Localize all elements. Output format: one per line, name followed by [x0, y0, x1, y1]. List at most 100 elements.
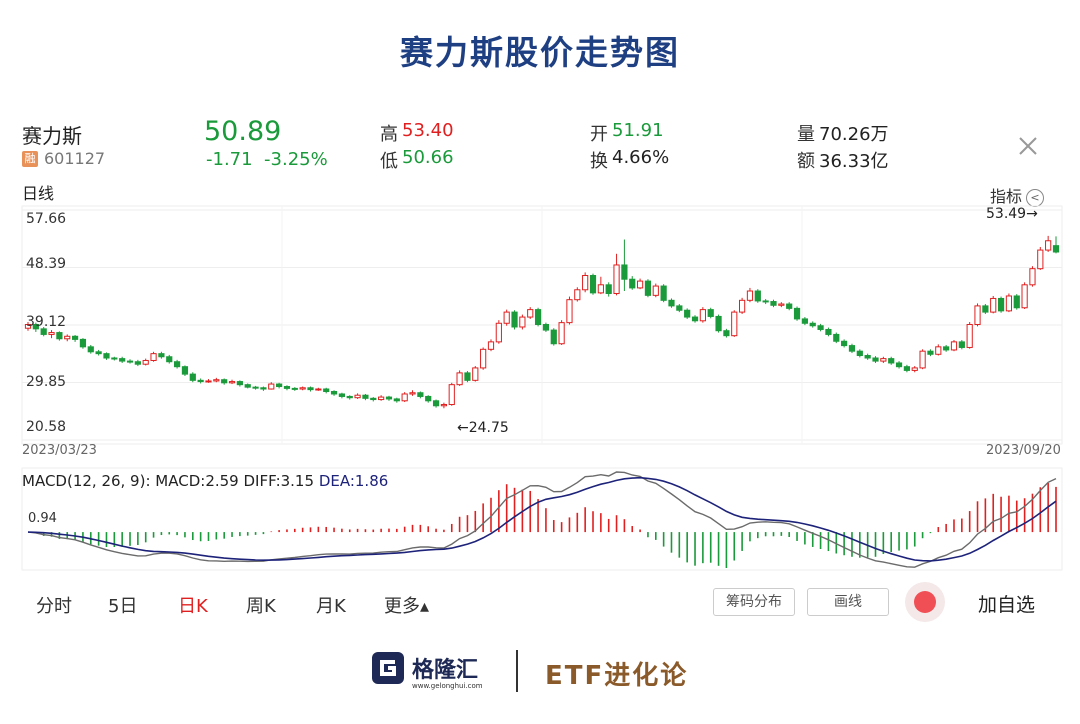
tab-daily-k[interactable]: 日K	[178, 596, 208, 617]
candle	[166, 356, 173, 363]
margin-badge: 融	[22, 151, 38, 167]
candle	[550, 329, 557, 345]
open-label: 开	[590, 124, 608, 145]
candle	[895, 362, 903, 368]
candle	[919, 350, 926, 369]
y-tick-label: 57.66	[26, 211, 67, 227]
price-change: -1.71 -3.25%	[206, 149, 328, 170]
candle	[566, 299, 573, 324]
candle	[213, 379, 220, 382]
candle	[660, 285, 667, 301]
candle	[786, 303, 793, 309]
tab-more[interactable]: 更多▴	[384, 596, 430, 617]
candle	[432, 400, 440, 407]
record-button[interactable]	[905, 582, 945, 622]
last-price: 50.89	[204, 116, 282, 147]
candle	[64, 335, 71, 340]
amount-label: 额	[797, 151, 815, 172]
candle	[503, 311, 510, 324]
candle	[1045, 240, 1052, 251]
candle	[1052, 245, 1060, 253]
candle	[323, 388, 330, 392]
candle	[935, 346, 942, 355]
candle	[605, 284, 612, 294]
candle	[542, 324, 550, 331]
y-tick-label: 39.12	[26, 314, 67, 330]
period-label: 日线	[22, 184, 55, 203]
candle	[903, 366, 911, 371]
candle	[95, 351, 102, 355]
candle	[644, 280, 652, 296]
draw-line-button[interactable]: 画线	[807, 588, 889, 616]
candle	[276, 383, 283, 388]
high-value: 53.40	[402, 120, 454, 141]
candle	[684, 309, 691, 318]
high-label: 高	[380, 124, 398, 145]
candle	[338, 393, 345, 397]
candle	[181, 366, 189, 375]
candle	[330, 390, 338, 395]
candle	[440, 404, 448, 407]
brand-name: ETF进化论	[545, 661, 689, 691]
candle	[221, 379, 228, 384]
candle	[534, 309, 542, 326]
candle	[134, 361, 141, 365]
candle	[629, 278, 636, 289]
candle	[715, 315, 722, 332]
candle	[370, 397, 377, 401]
candle	[582, 275, 589, 291]
candle	[731, 311, 738, 337]
candle	[425, 395, 432, 402]
candle	[723, 330, 730, 337]
candle	[801, 318, 808, 324]
close-icon[interactable]	[1014, 132, 1042, 160]
tab-weekly-k[interactable]: 周K	[246, 596, 276, 617]
tab-5day[interactable]: 5日	[108, 596, 138, 617]
candle	[739, 299, 746, 313]
logo-name: 格隆汇	[412, 658, 479, 683]
candle	[393, 398, 400, 402]
candle	[268, 383, 275, 390]
candle	[597, 284, 604, 294]
gelonghui-logo-icon	[370, 650, 406, 686]
candle	[244, 384, 251, 388]
candle	[103, 353, 110, 359]
macd-title: MACD(12, 26, 9):	[22, 472, 151, 490]
tab-monthly-k[interactable]: 月K	[316, 596, 346, 617]
candle	[378, 396, 385, 401]
low-label: 低	[380, 151, 398, 172]
candle	[990, 297, 997, 313]
candle	[401, 393, 408, 402]
indicator-label: 指标	[990, 187, 1023, 206]
y-tick-label: 20.58	[26, 419, 67, 435]
candle	[574, 289, 581, 301]
volume-label: 量	[797, 124, 815, 145]
candle	[448, 384, 455, 406]
max-price-annotation: 53.49→	[986, 206, 1038, 222]
dea-value: DEA:1.86	[318, 472, 389, 490]
candle	[974, 305, 981, 326]
candle	[472, 367, 479, 381]
candle	[841, 340, 848, 347]
turnover-value: 4.66%	[612, 147, 670, 168]
candle	[911, 367, 918, 371]
candle	[778, 303, 785, 306]
candle	[150, 353, 157, 361]
record-icon	[914, 591, 936, 613]
candle	[966, 324, 973, 348]
candle	[126, 360, 134, 363]
candle	[668, 299, 675, 307]
chips-distribution-button[interactable]: 筹码分布	[713, 588, 795, 616]
candle	[1021, 284, 1028, 309]
tab-intraday[interactable]: 分时	[36, 596, 72, 617]
candle	[558, 322, 565, 345]
candle	[770, 301, 777, 306]
candle	[119, 358, 126, 362]
candle	[315, 388, 322, 391]
candle-series	[24, 235, 1060, 409]
candle	[487, 341, 495, 350]
candle	[1037, 249, 1044, 270]
add-watchlist-button[interactable]: 加自选	[978, 594, 1036, 616]
candle	[456, 372, 463, 386]
candle	[71, 335, 79, 340]
